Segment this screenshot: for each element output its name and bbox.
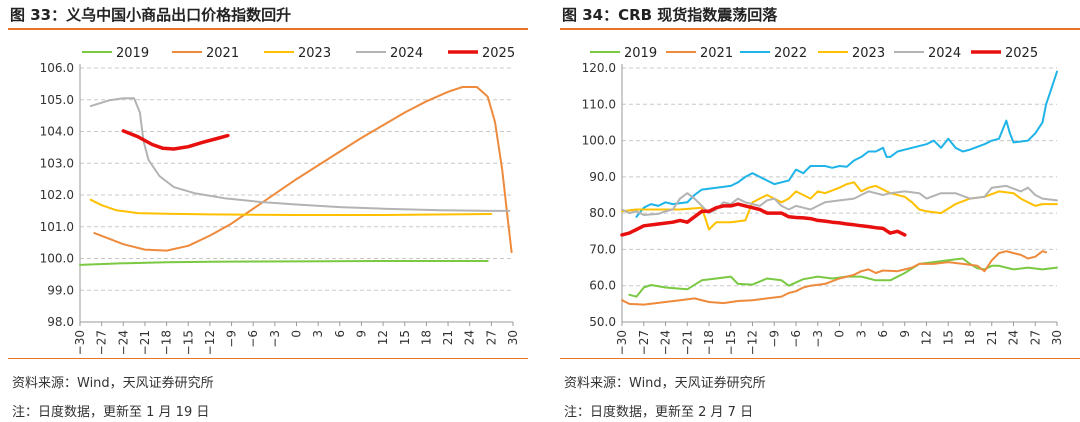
x-tick-label: −15 [181, 330, 195, 355]
x-tick-label: −6 [789, 330, 803, 348]
y-tick-label: 103.0 [40, 156, 74, 170]
y-tick-label: 120.0 [582, 61, 616, 75]
chart-title-left: 图 33：义乌中国小商品出口价格指数回升 [10, 6, 292, 24]
y-tick-label: 100.0 [40, 252, 74, 266]
x-tick-label: −24 [659, 330, 673, 355]
x-tick-label: 30 [1050, 330, 1064, 345]
x-tick-label: −3 [811, 330, 825, 348]
x-tick-label: 30 [506, 330, 520, 345]
chart-title-right: 图 34：CRB 现货指数震荡回落 [562, 6, 778, 24]
x-tick-label: −12 [203, 330, 217, 355]
x-tick-label: 3 [854, 330, 868, 338]
x-tick-label: 6 [333, 330, 347, 338]
footer-divider-left [8, 358, 528, 359]
x-tick-label: −9 [225, 330, 239, 348]
x-tick-label: 18 [419, 330, 433, 345]
title-divider-left [8, 28, 528, 30]
y-tick-label: 101.0 [40, 220, 74, 234]
series-line-2021 [93, 86, 513, 254]
x-tick-label: −21 [680, 330, 694, 355]
y-tick-label: 90.0 [589, 170, 616, 184]
x-tick-label: 15 [941, 330, 955, 345]
y-tick-label: 102.0 [40, 188, 74, 202]
x-tick-label: 0 [290, 330, 304, 338]
export-price-index-chart: 98.0 99.0 100.0 101.0 102.0 103.0 104.0 105.0 10… [40, 46, 520, 355]
x-tick-label: 18 [963, 330, 977, 345]
x-tick-label: 0 [833, 330, 847, 338]
footer-divider-right [560, 358, 1080, 359]
series-line-2024 [621, 184, 1058, 216]
x-tick-label: −12 [746, 330, 760, 355]
legend-label-2019: 2019 [624, 46, 657, 61]
x-tick-label: 6 [876, 330, 890, 338]
y-tick-label: 60.0 [589, 279, 616, 293]
y-tick-label: 98.0 [47, 315, 74, 329]
x-tick-label: −27 [95, 330, 109, 355]
legend-label-2023: 2023 [298, 46, 331, 61]
title-divider-right [560, 28, 1080, 30]
y-tick-label: 105.0 [40, 93, 74, 107]
series-line-2024 [89, 97, 511, 212]
y-tick-label: 50.0 [589, 315, 616, 329]
series-line-2023 [621, 181, 1058, 231]
series-line-2023 [89, 198, 493, 216]
x-tick-label: 3 [311, 330, 325, 338]
legend-label-2019: 2019 [116, 46, 149, 61]
source-note-right: 资料来源：Wind，天风证券研究所 [564, 376, 766, 391]
legend-label-2021: 2021 [206, 46, 239, 61]
y-tick-label: 104.0 [40, 125, 74, 139]
y-tick-label: 106.0 [40, 61, 74, 75]
x-tick-label: 9 [354, 330, 368, 338]
chart-panel-right: 图 34：CRB 现货指数震荡回落 50.0 60.0 70.0 80.0 90.0 10… [552, 0, 1080, 422]
series-line-2025 [121, 129, 230, 151]
x-tick-label: −18 [160, 330, 174, 355]
y-tick-label: 70.0 [589, 242, 616, 256]
series-line-2025 [620, 202, 907, 237]
y-tick-label: 100.0 [582, 134, 616, 148]
legend-label-2025: 2025 [1005, 46, 1038, 61]
x-tick-label: −27 [637, 330, 651, 355]
y-tick-label: 99.0 [47, 283, 74, 297]
x-tick-label: 24 [463, 330, 477, 345]
x-tick-label: 27 [1028, 330, 1042, 345]
x-tick-label: −30 [615, 330, 629, 355]
legend-label-2021: 2021 [700, 46, 733, 61]
legend-label-2024: 2024 [928, 46, 961, 61]
x-tick-label: −18 [702, 330, 716, 355]
x-tick-label: −24 [116, 330, 130, 355]
legend-label-2023: 2023 [852, 46, 885, 61]
x-tick-label: 24 [1007, 330, 1021, 345]
legend-label-2024: 2024 [390, 46, 423, 61]
x-tick-label: 12 [376, 330, 390, 345]
update-note-left: 注：日度数据，更新至 1 月 19 日 [12, 405, 210, 420]
y-tick-label: 110.0 [582, 97, 616, 111]
legend-label-2025: 2025 [482, 46, 515, 61]
series-line-2019 [79, 260, 489, 266]
update-note-right: 注：日度数据，更新至 2 月 7 日 [564, 405, 754, 420]
x-tick-label: 21 [985, 330, 999, 345]
y-tick-label: 80.0 [589, 206, 616, 220]
series-line-2021 [621, 250, 1048, 306]
x-tick-label: −21 [138, 330, 152, 355]
x-tick-label: −6 [246, 330, 260, 348]
source-note-left: 资料来源：Wind，天风证券研究所 [12, 376, 214, 391]
x-tick-label: −15 [724, 330, 738, 355]
x-tick-label: 12 [920, 330, 934, 345]
x-tick-label: −9 [767, 330, 781, 348]
series-line-2022 [635, 70, 1058, 218]
x-tick-label: −3 [268, 330, 282, 348]
x-tick-label: 21 [441, 330, 455, 345]
legend-label-2022: 2022 [774, 46, 807, 61]
x-tick-label: 15 [398, 330, 412, 345]
x-tick-label: 9 [898, 330, 912, 338]
chart-panel-left: 图 33：义乌中国小商品出口价格指数回升 98.0 99.0 100.0 101.0 1… [0, 0, 528, 422]
x-tick-label: 27 [484, 330, 498, 345]
x-tick-label: −30 [73, 330, 87, 355]
